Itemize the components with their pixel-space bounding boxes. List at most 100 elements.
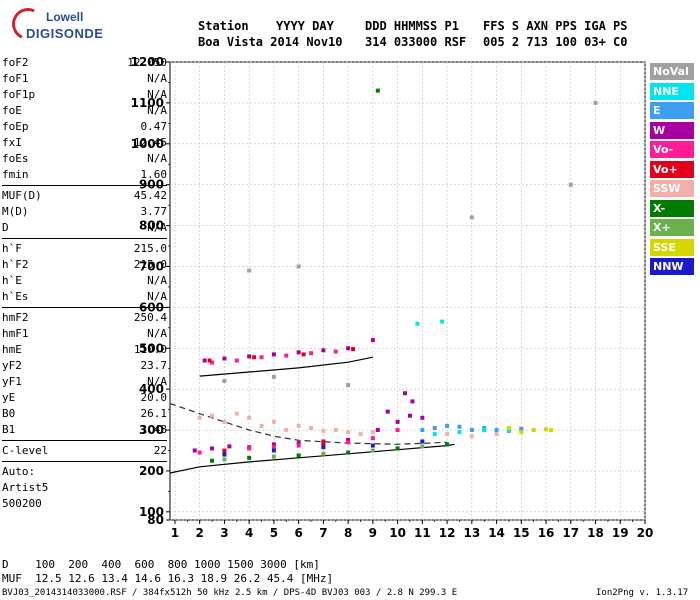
param-name: fxI [2,136,22,149]
legend-item-x: X+ [650,219,694,236]
point-nne [482,428,487,433]
trace-upper [199,356,374,377]
param-name: D [2,221,9,234]
point-nne [440,319,445,324]
point-noval [271,374,276,379]
lowell-digisonde-logo: Lowell DIGISONDE [7,3,118,46]
point-nnw [370,443,375,448]
param-name: B0 [2,407,16,420]
x-tick-label: 10 [389,526,406,540]
y-tick-label: 1100 [131,96,164,110]
param-name: h`F2 [2,258,29,271]
param-name: yE [2,391,16,404]
param-row: foEs N/A [2,151,167,167]
point-x [420,444,425,449]
param-row: h`E N/A [2,273,167,289]
param-row: foF1 N/A [2,71,167,87]
param-row: D N/A [2,220,167,236]
point-w [247,354,252,359]
param-name: C-level [2,444,49,457]
param-name: h`F [2,242,22,255]
point-ssw [284,428,289,433]
point-vo [259,355,264,360]
param-value: 22 [153,444,167,457]
point-x [346,450,351,455]
point-sse [506,425,511,430]
x-tick-label: 13 [463,526,480,540]
point-sse [531,428,536,433]
point-vo [346,440,351,445]
legend-item-nnw: NNW [650,258,694,275]
point-x [321,451,326,456]
point-x [271,454,276,459]
point-e [482,425,487,430]
point-ssw [247,415,252,420]
param-value: N/A [147,72,167,85]
param-value: N/A [147,375,167,388]
point-e [445,423,450,428]
param-value: 26.1 [140,407,168,420]
point-vo [197,450,202,455]
x-tick-label: 20 [637,526,654,540]
point-ssw [346,430,351,435]
point-vo [207,358,212,363]
x-tick-label: 19 [612,526,629,540]
point-w [227,444,232,449]
x-tick-label: 18 [587,526,604,540]
param-row: foF1p N/A [2,87,167,103]
y-tick-label: 80 [147,513,164,527]
point-x [210,458,215,463]
trace-dashed [169,402,448,445]
point-w [202,358,207,363]
point-vo [234,358,239,363]
point-vo [252,355,257,360]
param-row: h`Es N/A [2,289,167,305]
version-footer: Ion2Png v. 1.3.17 [596,588,689,598]
point-vo [351,347,356,352]
x-tick-label: 16 [538,526,555,540]
param-value: 3.77 [140,205,168,218]
y-tick-label: 600 [139,300,164,314]
param-name: M(D) [2,205,29,218]
header-time-label: DDD HHMMSS P1 [365,19,459,33]
param-value: N/A [147,274,167,287]
x-tick-label: 2 [196,526,204,540]
point-nnw [420,439,425,444]
param-row: foEp 0.47 [2,119,167,135]
point-nne [415,321,420,326]
point-noval [296,264,301,269]
x-tick-label: 1 [171,526,179,540]
point-ssw [358,432,363,437]
point-w [271,352,276,357]
header-date-label: YYYY DAY [276,19,334,33]
legend-item-w: W [650,121,694,139]
x-tick-label: 8 [344,526,352,540]
point-ssw [222,419,227,424]
param-row: yF1 N/A [2,374,167,390]
header-params-value: 005 2 713 100 03+ C0 [483,35,628,49]
point-vo [333,349,338,354]
param-value: 12.45 [133,136,167,149]
point-sse [548,428,553,433]
point-w [395,419,400,424]
param-value: N/A [147,327,167,340]
logo-line2: DIGISONDE [26,26,104,41]
muf-values-row: MUF 12.5 12.6 13.4 14.6 16.3 18.9 26.2 4… [2,572,334,585]
point-ssw [259,423,264,428]
scaled-parameters-panel: foF2 12.050 foF1 N/A foF1p N/A foE N/A foEp 0.47 f… [2,55,167,512]
param-name: foEs [2,152,29,165]
param-value: N/A [147,290,167,303]
param-row: fxI 12.45 [2,135,167,151]
point-w [403,391,408,396]
point-vo [271,445,276,450]
point-w [370,338,375,343]
point-vo [247,446,252,451]
point-w [192,448,197,453]
param-row: foE N/A [2,103,167,119]
param-row: M(D) 3.77 [2,204,167,220]
legend-item-x: X- [650,199,694,217]
point-ssw [321,428,326,433]
point-x [247,455,252,460]
point-w [296,441,301,446]
param-value: 0.47 [140,120,168,133]
